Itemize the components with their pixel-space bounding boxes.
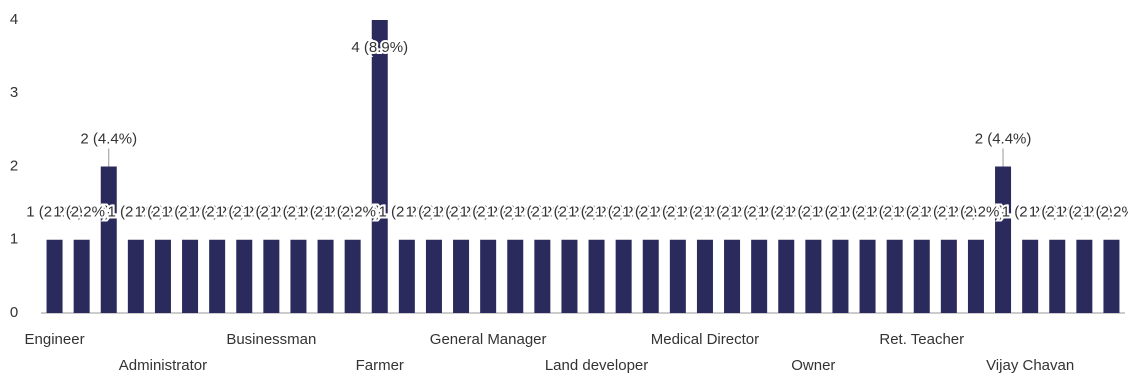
bar: [669, 239, 686, 313]
data-label: 1 (2.2%): [839, 204, 896, 221]
bar: [73, 239, 90, 313]
bar: [1076, 239, 1093, 313]
bar: [1049, 239, 1066, 313]
data-label: 1 (2.2%): [541, 204, 598, 221]
y-tick-label: 4: [10, 11, 18, 28]
x-tick-label: Engineer: [25, 331, 85, 348]
x-tick-label: Medical Director: [651, 331, 759, 348]
bar: [371, 20, 388, 313]
y-tick-label: 1: [10, 231, 18, 248]
bar: [317, 239, 334, 313]
bar: [642, 239, 659, 313]
bar: [778, 239, 795, 313]
bar: [46, 239, 63, 313]
bar: [832, 239, 849, 313]
data-label: 4 (8.9%): [351, 39, 408, 56]
data-label: 1 (2.2%): [406, 204, 463, 221]
x-tick-label: Ret. Teacher: [879, 331, 964, 348]
data-label: 1 (2.2%): [162, 204, 219, 221]
y-tick-label: 3: [10, 84, 18, 101]
data-label: 1 (2.2%): [758, 204, 815, 221]
data-label: 1 (2.2%): [785, 204, 842, 221]
data-label: 1 (2.2%): [26, 204, 83, 221]
data-label: 1 (2.2%): [270, 204, 327, 221]
data-label: 1 (2.2%): [731, 204, 788, 221]
x-tick-label: Businessman: [226, 331, 316, 348]
bar: [615, 239, 632, 313]
x-tick-label: Administrator: [119, 357, 207, 374]
data-label: 1 (2.2%): [1029, 204, 1086, 221]
data-label: 1 (2.2%): [1083, 204, 1128, 221]
bar: [453, 239, 470, 313]
bar: [182, 239, 199, 313]
bar: [398, 239, 415, 313]
data-label: 1 (2.2%): [487, 204, 544, 221]
bar: [859, 239, 876, 313]
data-label: 1 (2.2%): [107, 204, 164, 221]
data-label: 1 (2.2%): [460, 204, 517, 221]
bar: [805, 239, 822, 313]
data-label: 1 (2.2%): [189, 204, 246, 221]
data-label: 1 (2.2%): [297, 204, 354, 221]
bar: [751, 239, 768, 313]
bar: [967, 239, 984, 313]
bar: [995, 166, 1012, 313]
bar: [100, 166, 117, 313]
data-label: 2 (4.4%): [80, 130, 137, 147]
bar: [344, 239, 361, 313]
bar: [127, 239, 144, 313]
data-label: 1 (2.2%): [649, 204, 706, 221]
data-label: 1 (2.2%): [920, 204, 977, 221]
bar: [534, 239, 551, 313]
x-tick-label: Owner: [791, 357, 835, 374]
bar: [1103, 239, 1120, 313]
bar: [588, 239, 605, 313]
data-label: 1 (2.2%): [135, 204, 192, 221]
data-label: 1 (2.2%): [812, 204, 869, 221]
data-label: 1 (2.2%): [866, 204, 923, 221]
data-label: 1 (2.2%): [704, 204, 761, 221]
bar: [236, 239, 253, 313]
data-label: 1 (2.2%): [243, 204, 300, 221]
data-label: 2 (4.4%): [975, 130, 1032, 147]
bar: [507, 239, 524, 313]
data-label: 1 (2.2%): [216, 204, 273, 221]
data-label: 1 (2.2%): [568, 204, 625, 221]
data-label: 1 (2.2%): [378, 204, 435, 221]
x-tick-label: Land developer: [545, 357, 648, 374]
bar: [724, 239, 741, 313]
bar: [425, 239, 442, 313]
bar: [480, 239, 497, 313]
data-label: 1 (2.2%): [948, 204, 1005, 221]
data-label: 1 (2.2%): [893, 204, 950, 221]
data-label: 1 (2.2%): [622, 204, 679, 221]
bar: [561, 239, 578, 313]
x-tick-label: Vijay Chavan: [986, 357, 1074, 374]
bar: [1022, 239, 1039, 313]
data-label: 1 (2.2%): [1002, 204, 1059, 221]
bar: [696, 239, 713, 313]
bar: [940, 239, 957, 313]
data-label: 1 (2.2%): [514, 204, 571, 221]
data-label: 1 (2.2%): [677, 204, 734, 221]
bar: [290, 239, 307, 313]
bar: [886, 239, 903, 313]
data-label: 1 (2.2%): [53, 204, 110, 221]
bar: [913, 239, 930, 313]
data-label: 1 (2.2%): [1056, 204, 1113, 221]
data-label: 1 (2.2%): [595, 204, 652, 221]
data-label: 1 (2.2%): [324, 204, 381, 221]
bar: [154, 239, 171, 313]
x-tick-label: Farmer: [356, 357, 404, 374]
y-tick-label: 2: [10, 157, 18, 174]
x-tick-label: General Manager: [430, 331, 547, 348]
bar: [263, 239, 280, 313]
bar: [209, 239, 226, 313]
data-label: 1 (2.2%): [433, 204, 490, 221]
y-tick-label: 0: [10, 304, 18, 321]
